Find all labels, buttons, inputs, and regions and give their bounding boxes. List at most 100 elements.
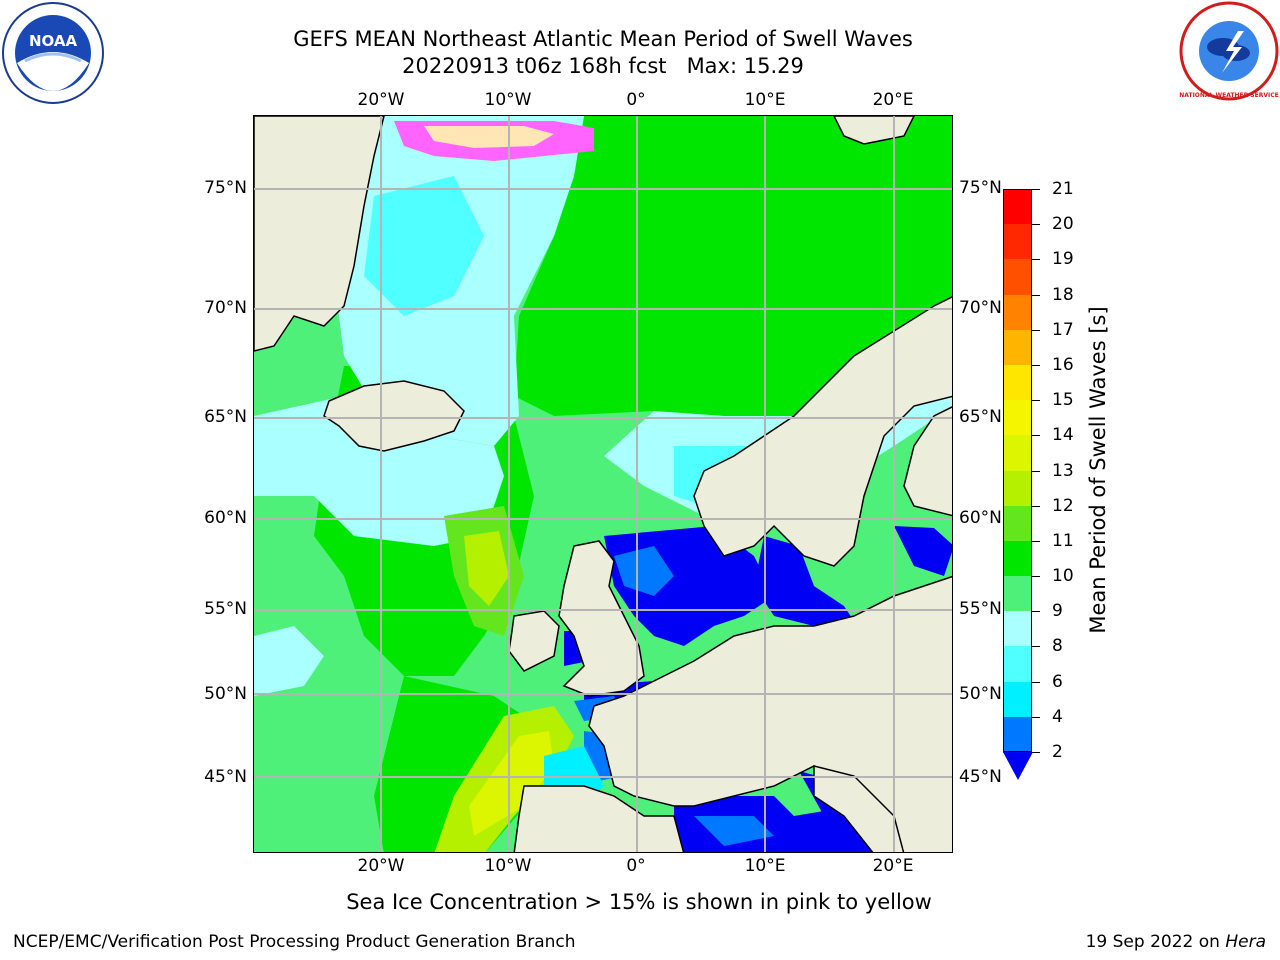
lon-label-top-20e: 20°E [872, 90, 914, 110]
swell-zone-4s-mediterranean [694, 816, 774, 846]
colorbar-segment [1003, 259, 1032, 296]
colorbar-tick-mark [1032, 716, 1040, 718]
colorbar-segment [1003, 540, 1032, 577]
colorbar-tick-label: 19 [1052, 249, 1074, 270]
colorbar-segment [1003, 400, 1032, 436]
land-great-britain [558, 540, 645, 697]
lat-label-right-70n: 70°N [959, 298, 1002, 318]
lon-label-bottom-10e: 10°E [744, 856, 786, 876]
noaa-logo: NOAA [2, 2, 104, 104]
sea-ice-note-text: Sea Ice Concentration > 15% is shown in … [346, 890, 932, 914]
colorbar-tick-mark [1032, 329, 1040, 331]
lon-label-top-10e: 10°E [744, 90, 786, 110]
colorbar-tick-label: 12 [1052, 495, 1074, 516]
nws-logo-text: NATIONAL WEATHER SERVICE [1179, 92, 1278, 99]
colorbar-tick-mark [1032, 576, 1040, 578]
colorbar-segment [1003, 470, 1032, 507]
swell-zone-11s-north [514, 116, 952, 416]
swell-zone-2s-baltic [754, 536, 854, 626]
colorbar-tick-mark [1032, 505, 1040, 507]
footer-date: 19 Sep 2022 on Hera [1086, 932, 1266, 952]
colorbar-segment [1003, 716, 1032, 753]
lat-label-right-75n: 75°N [959, 178, 1002, 198]
lat-label-left-75n: 75°N [204, 178, 247, 198]
colorbar-tick-mark [1032, 224, 1040, 226]
sea-ice-yellow [424, 126, 554, 148]
lon-label-bottom-10w: 10°W [484, 856, 532, 876]
land-iberia [513, 785, 685, 852]
colorbar-tick-label: 20 [1052, 214, 1074, 235]
chart-subtitle: 20220913 t06z 168h fcst Max: 15.29 [402, 54, 804, 78]
colorbar-tick-label: 21 [1052, 179, 1074, 199]
lat-label-right-50n: 50°N [959, 684, 1002, 704]
land-iceland [323, 380, 465, 452]
colorbar-tick-mark [1032, 400, 1040, 402]
colorbar-tick-label: 4 [1052, 706, 1063, 727]
colorbar-segment [1003, 576, 1032, 612]
colorbar-under-arrow [1003, 752, 1033, 780]
colorbar-tick-label: 13 [1052, 460, 1074, 481]
land-ireland [508, 610, 560, 672]
swell-period-map [254, 116, 952, 852]
colorbar-tick-label: 8 [1052, 636, 1063, 657]
lon-label-bottom-0: 0° [626, 856, 646, 876]
lat-label-right-65n: 65°N [959, 407, 1002, 427]
lat-label-right-60n: 60°N [959, 508, 1002, 528]
swell-zone-9s-iceland [254, 396, 504, 546]
footer-credit: NCEP/EMC/Verification Post Processing Pr… [13, 932, 576, 952]
swell-zone-14s-biscay-core [469, 731, 554, 836]
chart-title: GEFS MEAN Northeast Atlantic Mean Period… [293, 27, 913, 51]
colorbar-tick-label: 2 [1052, 742, 1063, 762]
map-panel [253, 115, 953, 853]
lat-label-left-50n: 50°N [204, 684, 247, 704]
colorbar-tick-mark [1032, 259, 1040, 261]
colorbar-segment [1003, 189, 1032, 225]
colorbar-tick-mark [1032, 364, 1040, 366]
lon-label-top-0: 0° [626, 90, 646, 110]
lat-label-left-45n: 45°N [204, 767, 247, 787]
colorbar-tick-mark [1032, 681, 1040, 683]
colorbar-segment [1003, 505, 1032, 542]
colorbar-tick-mark [1032, 189, 1040, 190]
colorbar-segment [1003, 681, 1032, 718]
lon-label-bottom-20w: 20°W [357, 856, 405, 876]
land-greenland [254, 116, 385, 352]
swell-zone-13s-rockall [464, 531, 509, 606]
colorbar-tick-label: 11 [1052, 530, 1074, 551]
swell-zone-2s-baltic-east [894, 526, 952, 576]
colorbar-tick-label: 10 [1052, 566, 1074, 587]
colorbar-tick-label: 6 [1052, 671, 1063, 692]
footer-host: Hera [1225, 932, 1266, 952]
footer-date-text: 19 Sep 2022 on [1085, 932, 1226, 952]
lat-label-left-60n: 60°N [204, 508, 247, 528]
colorbar-tick-label: 17 [1052, 319, 1074, 340]
land-finland-russia [903, 406, 952, 517]
lon-label-top-20w: 20°W [357, 90, 405, 110]
colorbar-tick-mark [1032, 540, 1040, 542]
colorbar-segment [1003, 435, 1032, 471]
swell-zone-4s-north-sea-edge [614, 546, 674, 596]
colorbar-segment [1003, 646, 1032, 683]
colorbar [1003, 189, 1032, 753]
colorbar-tick-label: 9 [1052, 601, 1063, 622]
lon-label-top-10w: 10°W [484, 90, 532, 110]
colorbar-tick-label: 18 [1052, 284, 1074, 305]
land-italy [813, 765, 905, 852]
lat-label-left-55n: 55°N [204, 599, 247, 619]
national-weather-service-logo: NATIONAL WEATHER SERVICE [1179, 1, 1279, 101]
land-scandinavia [693, 296, 952, 567]
colorbar-segment [1003, 364, 1032, 401]
colorbar-segment [1003, 329, 1032, 366]
sea-ice-note: Sea Ice Concentration > 15% is shown in … [0, 890, 1280, 914]
swell-zone-9s-west [254, 626, 324, 696]
lat-label-right-45n: 45°N [959, 767, 1002, 787]
colorbar-segment [1003, 294, 1032, 331]
colorbar-tick-label: 15 [1052, 390, 1074, 411]
lat-label-left-65n: 65°N [204, 407, 247, 427]
colorbar-title: Mean Period of Swell Waves [s] [1086, 306, 1110, 634]
colorbar-tick-mark [1032, 752, 1040, 753]
colorbar-segment [1003, 224, 1032, 260]
colorbar-segment [1003, 611, 1032, 647]
swell-zone-8s-east-greenland [364, 176, 484, 316]
